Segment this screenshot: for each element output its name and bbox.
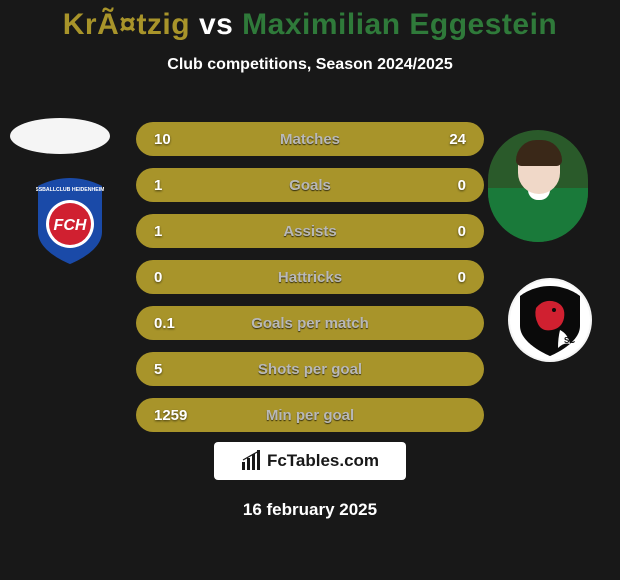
player1-club-crest: 1. FUSSBALLCLUB HEIDENHEIM 1846 FCH — [36, 176, 104, 266]
player2-avatar — [488, 130, 588, 242]
stat-left-value: 0 — [154, 269, 194, 286]
stat-right-value: 0 — [426, 269, 466, 286]
comparison-date: 16 february 2025 — [0, 500, 620, 520]
stat-row: 10Matches24 — [136, 122, 484, 156]
subtitle: Club competitions, Season 2024/2025 — [0, 56, 620, 74]
stat-row: 1Assists0 — [136, 214, 484, 248]
bars-icon — [241, 450, 261, 472]
stat-left-value: 0.1 — [154, 315, 194, 332]
player2-club-crest: SC — [508, 278, 592, 362]
stat-left-value: 1 — [154, 223, 194, 240]
stats-container: 10Matches24 1Goals0 1Assists0 0Hattricks0 0.… — [136, 122, 484, 444]
stat-row: 5Shots per goal — [136, 352, 484, 386]
player1-avatar — [10, 118, 110, 154]
stat-right-value: 0 — [426, 223, 466, 240]
crest-ribbon-text: SC — [564, 336, 575, 345]
player2-name: Maximilian Eggestein — [242, 8, 557, 41]
stat-left-value: 5 — [154, 361, 194, 378]
player1-name: KrÃ¤tzig — [63, 8, 190, 41]
stat-left-value: 10 — [154, 131, 194, 148]
page-title: KrÃ¤tzig vs Maximilian Eggestein — [0, 0, 620, 42]
stat-left-value: 1 — [154, 177, 194, 194]
crest-inner-text: FCH — [54, 217, 87, 234]
badge-text: FcTables.com — [267, 451, 379, 471]
stat-left-value: 1259 — [154, 407, 194, 424]
stat-right-value: 24 — [426, 131, 466, 148]
stat-row: 0Hattricks0 — [136, 260, 484, 294]
stat-row: 1259Min per goal — [136, 398, 484, 432]
crest-ring-text: 1. FUSSBALLCLUB HEIDENHEIM 1846 — [36, 187, 104, 193]
stat-right-value: 0 — [426, 177, 466, 194]
stat-row: 1Goals0 — [136, 168, 484, 202]
fctables-badge: FcTables.com — [214, 442, 406, 480]
stat-row: 0.1Goals per match — [136, 306, 484, 340]
vs-separator: vs — [199, 8, 233, 41]
player-hair — [516, 140, 562, 166]
